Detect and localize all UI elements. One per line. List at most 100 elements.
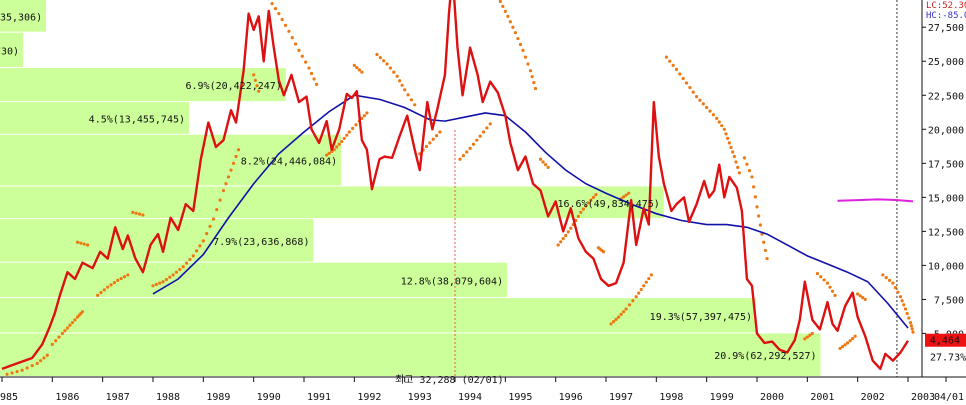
volume-band [0,219,314,262]
trail-dot [10,371,14,375]
trail-dot [722,127,726,131]
price-line [1,0,910,371]
volume-band [0,102,190,134]
trail-dot [622,310,626,314]
trail-dot [25,366,29,370]
trail-dot [30,364,34,368]
magenta-line [837,198,914,203]
trail-dot [828,285,832,289]
y-tick-label: 25,000 [928,57,964,68]
trail-dot [340,139,344,144]
trail-dot [624,193,628,197]
trail-dot [465,150,469,154]
trail-dot [546,165,550,170]
trail-dot [853,334,857,338]
trail-dot [624,307,628,311]
trail-dot [732,154,736,159]
trail-dot [671,63,675,67]
trail-dot [330,149,334,154]
trail-dot [737,171,741,175]
trail-dot [218,198,222,202]
trail-dot [45,353,49,357]
trail-dot [201,239,205,243]
trail-dot [488,122,492,126]
trail-dot [586,201,590,205]
trail-dot [99,291,103,295]
trail-dot [134,211,138,215]
trail-dot [501,4,505,8]
trail-dot [688,85,692,90]
trail-dot [80,310,85,314]
tick-labels: 5,0007,50010,00012,50015,00017,50020,000… [0,23,964,403]
volume-band [0,134,342,186]
trail-dot [644,280,648,284]
trail-dot [102,288,106,292]
x-tick-label: 1996 [559,392,583,403]
trail-dot [325,153,329,157]
trail-dot [307,66,311,70]
y-tick-label: 10,000 [928,261,964,272]
volume-band-label: 8%(2,466,730) [0,46,19,57]
trail-dot [843,343,847,347]
trail-dot [375,52,379,57]
trail-dot [385,62,389,66]
trail-dot [564,233,568,238]
trail-dot [300,54,304,58]
trail-dot [174,270,179,274]
trail-dot [257,89,261,93]
trail-dot [35,361,39,365]
trail-dot [619,312,623,316]
trail-dot [297,48,301,52]
trail-dot [304,60,308,64]
trail-dot [498,0,502,3]
trail-dot [184,261,189,265]
trail-dot [614,317,618,321]
trail-dot [287,29,291,33]
trail-dot [649,273,653,277]
trail-dot [720,124,724,128]
volume-band [0,32,24,68]
trail-dot [15,369,19,374]
trail-dot [861,296,865,300]
trail-dot [198,244,202,248]
trail-dot [478,134,482,138]
trail-dot [805,335,809,339]
trail-dot [691,90,695,94]
trail-dot [362,114,366,118]
trail-dot [508,20,512,24]
volume-band-label: 19.3%(57,397,475) [650,312,752,323]
trail-dot [724,132,728,136]
trail-dot [634,295,638,299]
x-tick-label: 04/01 [934,392,964,403]
trail-dot [475,138,479,142]
trail-dot [468,146,472,150]
trail-dot [747,168,752,173]
trail-dot [50,342,54,346]
trail-dot [337,142,341,146]
trail-dot [833,293,837,297]
trail-dot [838,346,842,351]
trail-dot [581,207,585,211]
trail-dot [395,74,399,78]
trail-dot [506,14,510,18]
trail-dot [208,224,212,228]
trail-dot [38,359,43,363]
axes [0,0,966,378]
x-tick-label: 1998 [659,392,683,403]
trail-dot [424,144,429,149]
trail-dot [161,280,165,284]
trail-dot [400,83,404,87]
trail-dot [830,289,835,293]
trail-dot [236,148,241,152]
band-labels: 8%(5,335,306) 8%(2,466,730) 6.9%(20,422,24… [0,12,817,362]
trail-dot [365,111,369,115]
volume-band [0,298,757,333]
trail-dot [701,102,705,106]
trail-dot [884,276,888,280]
moving-average-polyline [152,94,909,329]
trail-dot [763,248,767,253]
trail-dot [757,214,761,218]
y-tick-label: 15,000 [928,193,964,204]
trail-dot [195,249,199,253]
volume-band-label: 7.9%(23,636,868) [213,237,309,248]
